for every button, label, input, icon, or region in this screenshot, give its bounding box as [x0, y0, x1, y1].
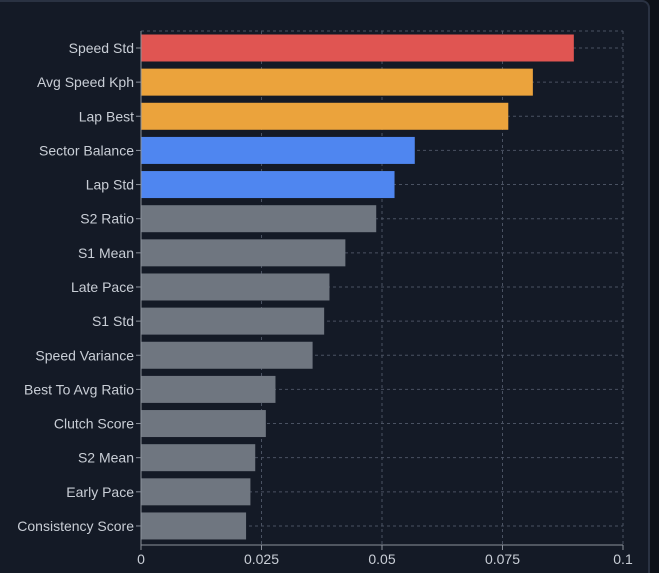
bar: [141, 478, 251, 506]
category-label: S2 Ratio: [80, 211, 134, 227]
category-label: Early Pace: [66, 484, 134, 500]
category-label: Speed Variance: [35, 347, 134, 363]
x-tick-label: 0.075: [485, 551, 520, 567]
bar: [141, 307, 325, 335]
axis-layer: [136, 31, 624, 550]
bar: [141, 68, 533, 96]
category-label: Best To Avg Ratio: [24, 381, 134, 397]
bar: [141, 171, 395, 199]
category-label: S1 Std: [92, 313, 134, 329]
x-tick-label: 0.025: [244, 551, 279, 567]
category-label: Avg Speed Kph: [37, 74, 134, 90]
category-label: Clutch Score: [54, 416, 134, 432]
x-tick-label: 0.05: [368, 551, 395, 567]
bar: [141, 341, 313, 369]
bar: [141, 102, 509, 130]
bar: [141, 444, 256, 472]
bar: [141, 512, 247, 540]
category-label: Late Pace: [71, 279, 134, 295]
bar: [141, 410, 266, 438]
category-label: S2 Mean: [78, 450, 134, 466]
category-label: S1 Mean: [78, 245, 134, 261]
x-tick-label: 0.1: [613, 551, 633, 567]
category-label: Sector Balance: [39, 142, 134, 158]
category-label: Lap Std: [86, 177, 134, 193]
bar: [141, 375, 276, 403]
bar: [141, 34, 574, 62]
category-label: Lap Best: [79, 108, 134, 124]
label-layer: Speed Std Avg Speed Kph Lap Best Sector Bal…: [17, 40, 633, 567]
bar: [141, 136, 415, 164]
bar: [141, 205, 377, 233]
x-tick-label: 0: [137, 551, 145, 567]
category-label: Consistency Score: [17, 518, 134, 534]
bar-layer: [141, 34, 574, 540]
bar: [141, 273, 330, 301]
bar: [141, 239, 346, 267]
category-label: Speed Std: [69, 40, 134, 56]
